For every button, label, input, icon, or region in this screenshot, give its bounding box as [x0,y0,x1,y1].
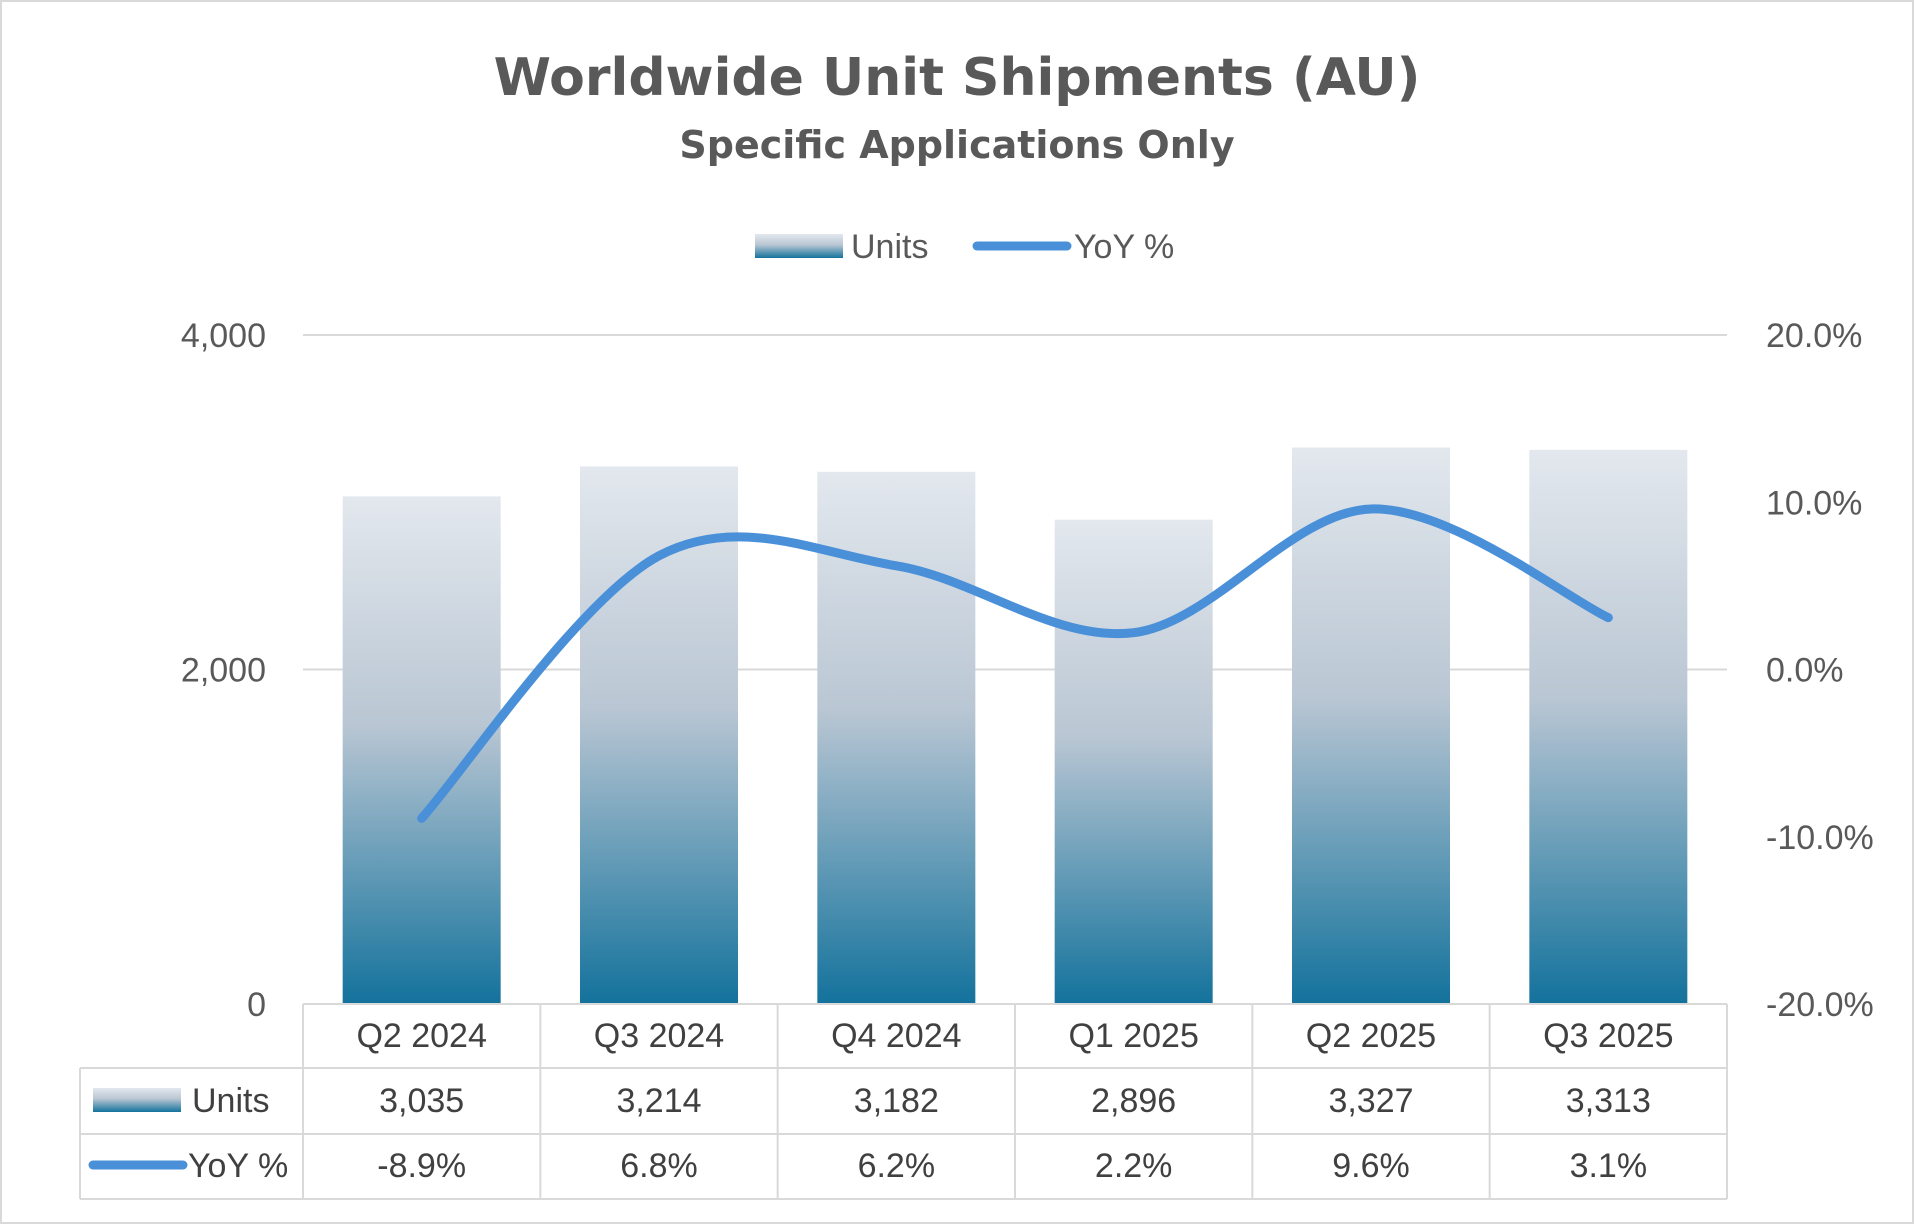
category-label: Q3 2025 [1543,1017,1673,1055]
units-value-label: 2,896 [1091,1082,1176,1120]
legend-label-yoy: YoY % [1074,228,1174,266]
category-label: Q3 2024 [594,1017,724,1055]
yoy-value-label: 6.8% [620,1147,698,1185]
line-series-yoy [417,504,1613,823]
units-value-label: 3,327 [1328,1082,1413,1120]
yoy-value-label: 3.1% [1570,1147,1648,1185]
units-value-label: 3,035 [379,1082,464,1120]
category-label: Q2 2025 [1306,1017,1436,1055]
bar-units [580,466,738,1004]
category-label: Q1 2025 [1068,1017,1198,1055]
yoy-value-label: 2.2% [1095,1147,1173,1185]
data-table-row-units: Units 3,035 3,214 3,182 2,896 3,327 3,313 [93,1082,1651,1120]
data-table-row-yoy: YoY % -8.9% 6.8% 6.2% 2.2% 9.6% 3.1% [88,1147,1648,1185]
y-right-tick-label: 0.0% [1766,652,1844,690]
y-left-tick-label: 0 [247,986,266,1024]
bar-units [817,471,976,1004]
yoy-value-label: 6.2% [858,1147,936,1185]
units-value-label: 3,313 [1566,1082,1651,1120]
bar-units [1292,447,1450,1004]
table-row-label-units: Units [192,1082,269,1120]
bar-units [1529,449,1688,1004]
y-axis-right: -20.0% -10.0% 0.0% 10.0% 20.0% [1766,317,1874,1024]
y-left-tick-label: 2,000 [181,652,266,690]
data-table: Q2 2024 Q3 2024 Q4 2024 Q1 2025 Q2 2025 Q3 20… [79,1003,1728,1200]
chart-subtitle: Specific Applications Only [679,123,1234,167]
category-label: Q4 2024 [831,1017,961,1055]
table-swatch-units [93,1088,181,1112]
yoy-value-label: 9.6% [1332,1147,1410,1185]
y-right-tick-label: 10.0% [1766,484,1862,522]
units-value-label: 3,182 [854,1082,939,1120]
bar-series-units [342,447,1688,1004]
data-table-category-row: Q2 2024 Q3 2024 Q4 2024 Q1 2025 Q2 2025 Q3 20… [356,1017,1673,1055]
data-table-borders [79,1003,1728,1200]
y-axis-left: 0 2,000 4,000 [181,317,266,1024]
units-value-label: 3,214 [616,1082,701,1120]
category-label: Q2 2024 [356,1017,486,1055]
yoy-value-label: -8.9% [377,1147,466,1185]
table-row-label-yoy: YoY % [188,1147,288,1185]
bar-units [1054,519,1213,1004]
y-right-tick-label: -20.0% [1766,986,1874,1024]
chart-title: Worldwide Unit Shipments (AU) [494,48,1421,108]
y-left-tick-label: 4,000 [181,317,266,355]
y-right-tick-label: -10.0% [1766,819,1874,857]
y-right-tick-label: 20.0% [1766,317,1862,355]
legend-swatch-units [755,234,843,258]
legend-label-units: Units [851,228,928,266]
legend: Units YoY % [755,228,1174,266]
